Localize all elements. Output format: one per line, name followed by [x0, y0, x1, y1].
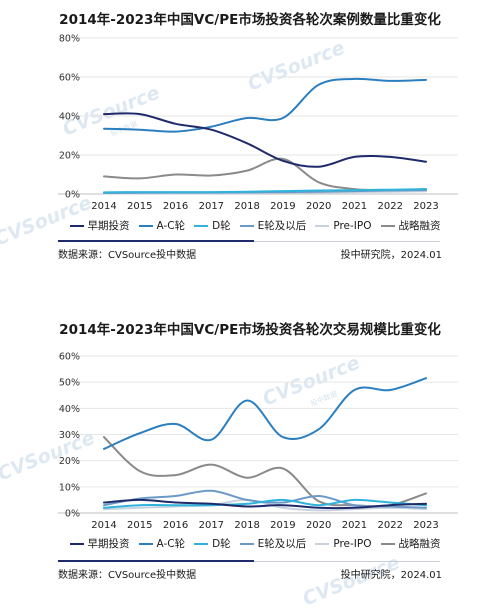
- x-tick-label: 2014: [91, 201, 116, 212]
- legend-item: Pre-IPO: [315, 536, 372, 551]
- y-tick-label: 40%: [59, 404, 80, 415]
- footer-rule-light: [254, 560, 440, 562]
- y-tick-label: 40%: [59, 112, 80, 123]
- x-tick-label: 2014: [91, 520, 116, 531]
- legend-swatch: [380, 542, 395, 545]
- legend-swatch: [69, 224, 84, 227]
- legend-label: 早期投资: [87, 220, 130, 232]
- chart-title: 2014年-2023年中国VC/PE市场投资各轮次交易规模比重变化: [59, 322, 441, 338]
- legend-swatch: [194, 542, 209, 545]
- legend-label: E轮及以后: [257, 220, 307, 232]
- x-tick-label: 2023: [413, 520, 438, 531]
- legend-item: 战略融资: [380, 536, 441, 551]
- chart-legend: 早期投资 A-C轮 D轮 E轮及以后 Pre-IPO 战略融资: [30, 536, 480, 551]
- footer-rule: [58, 240, 254, 242]
- legend-item: 战略融资: [380, 218, 441, 233]
- legend-label: 战略融资: [398, 538, 441, 550]
- x-tick-label: 2020: [306, 520, 331, 531]
- legend-swatch: [239, 542, 254, 545]
- y-tick-label: 80%: [59, 34, 80, 45]
- x-tick-label: 2021: [342, 520, 367, 531]
- y-tick-label: 0%: [65, 509, 80, 520]
- x-tick-label: 2018: [234, 520, 259, 531]
- x-tick-label: 2015: [127, 201, 152, 212]
- x-tick-label: 2021: [342, 201, 367, 212]
- series-line: [103, 157, 427, 192]
- legend-item: 早期投资: [69, 536, 130, 551]
- x-tick-label: 2015: [127, 520, 152, 531]
- legend-label: A-C轮: [156, 220, 186, 232]
- legend-label: 早期投资: [87, 538, 130, 550]
- x-tick-label: 2019: [270, 520, 295, 531]
- y-tick-label: 30%: [59, 430, 80, 441]
- legend-label: Pre-IPO: [333, 219, 372, 232]
- chart-title: 2014年-2023年中国VC/PE市场投资各轮次案例数量比重变化: [59, 12, 441, 28]
- series-line: [103, 377, 427, 450]
- y-tick-label: 20%: [59, 151, 80, 162]
- x-tick-label: 2016: [163, 520, 188, 531]
- legend-swatch: [380, 224, 395, 227]
- credit-note: 投中研究院，2024.01: [340, 570, 442, 581]
- source-note: 数据来源：CVSource投中数据: [58, 250, 197, 261]
- footer-rule-light: [254, 240, 440, 242]
- legend-item: Pre-IPO: [315, 218, 372, 233]
- legend-label: 战略融资: [398, 220, 441, 232]
- x-tick-label: 2022: [377, 201, 402, 212]
- legend-item: A-C轮: [138, 536, 186, 551]
- x-tick-label: 2022: [377, 520, 402, 531]
- legend-swatch: [315, 542, 330, 545]
- y-tick-label: 60%: [59, 73, 80, 84]
- x-tick-label: 2023: [413, 201, 438, 212]
- legend-swatch: [138, 224, 153, 227]
- line-chart-case-count: 0% 20% 40% 60% 80% 2014 2015 2016 2017 2018 2019 20…: [58, 34, 458, 212]
- series-line: [103, 188, 427, 194]
- legend-item: A-C轮: [138, 218, 186, 233]
- legend-swatch: [239, 224, 254, 227]
- source-note: 数据来源：CVSource投中数据: [58, 570, 197, 581]
- credit-note: 投中研究院，2024.01: [340, 250, 442, 261]
- legend-label: E轮及以后: [257, 538, 307, 550]
- y-tick-label: 50%: [59, 378, 80, 389]
- y-tick-label: 20%: [59, 456, 80, 467]
- legend-label: A-C轮: [156, 538, 186, 550]
- legend-item: D轮: [194, 536, 231, 551]
- legend-label: Pre-IPO: [333, 537, 372, 550]
- y-tick-label: 0%: [65, 190, 80, 201]
- series-line: [103, 498, 427, 512]
- series-line: [103, 498, 427, 510]
- series-line: [103, 112, 427, 168]
- legend-item: D轮: [194, 218, 231, 233]
- legend-label: D轮: [212, 220, 231, 232]
- x-tick-label: 2020: [306, 201, 331, 212]
- footer-rule: [58, 560, 254, 562]
- x-tick-label: 2017: [199, 201, 224, 212]
- series-line: [103, 498, 427, 509]
- legend-swatch: [194, 224, 209, 227]
- legend-item: E轮及以后: [239, 536, 307, 551]
- legend-swatch: [315, 224, 330, 227]
- y-tick-label: 10%: [59, 482, 80, 493]
- legend-item: E轮及以后: [239, 218, 307, 233]
- x-tick-label: 2019: [270, 201, 295, 212]
- x-tick-label: 2017: [199, 520, 224, 531]
- legend-item: 早期投资: [69, 218, 130, 233]
- y-tick-label: 60%: [59, 352, 80, 363]
- chart-legend: 早期投资 A-C轮 D轮 E轮及以后 Pre-IPO 战略融资: [30, 218, 480, 233]
- legend-swatch: [69, 542, 84, 545]
- legend-label: D轮: [212, 538, 231, 550]
- x-tick-label: 2018: [234, 201, 259, 212]
- legend-swatch: [138, 542, 153, 545]
- chart-panel-case-count: 2014年-2023年中国VC/PE市场投资各轮次案例数量比重变化 0% 20% 4…: [0, 0, 500, 300]
- chart-panel-deal-size: 2014年-2023年中国VC/PE市场投资各轮次交易规模比重变化 0% 10% 2…: [0, 300, 500, 600]
- line-chart-deal-size: 0% 10% 20% 30% 40% 50% 60% 2014 2015 2016 2017 2018…: [58, 352, 458, 531]
- x-tick-label: 2016: [163, 201, 188, 212]
- series-line: [103, 77, 427, 133]
- series-line: [103, 436, 427, 508]
